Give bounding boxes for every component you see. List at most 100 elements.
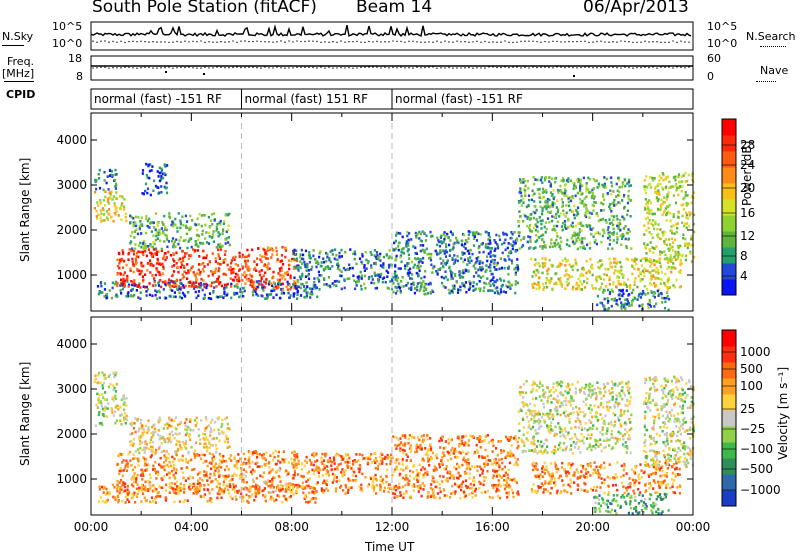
echo-cell	[194, 489, 197, 492]
echo-cell	[281, 263, 285, 266]
echo-cell	[381, 280, 384, 284]
echo-cell	[275, 498, 278, 502]
echo-cell	[556, 199, 559, 203]
echo-cell	[124, 216, 127, 219]
echo-cell	[293, 276, 296, 280]
echo-cell	[297, 473, 300, 476]
echo-cell	[664, 207, 667, 210]
echo-cell	[571, 240, 575, 244]
echo-cell	[414, 287, 417, 290]
echo-cell	[633, 267, 636, 271]
echo-cell	[183, 286, 186, 289]
echo-cell	[305, 294, 308, 297]
echo-cell	[241, 497, 244, 500]
echo-cell	[291, 487, 295, 491]
echo-cell	[564, 257, 567, 261]
echo-cell	[254, 266, 257, 270]
echo-cell	[276, 487, 279, 490]
echo-cell	[173, 264, 176, 267]
nsearch-point	[568, 40, 570, 43]
echo-cell	[98, 411, 101, 414]
echo-cell	[268, 466, 271, 469]
echo-cell	[97, 213, 100, 216]
echo-cell	[453, 254, 456, 257]
echo-cell	[548, 221, 551, 224]
echo-cell	[119, 272, 122, 275]
echo-cell	[208, 235, 211, 238]
echo-cell	[498, 267, 501, 271]
echo-cell	[538, 276, 541, 279]
echo-cell	[130, 280, 133, 283]
echo-cell	[510, 236, 513, 240]
echo-cell	[151, 448, 154, 451]
echo-cell	[214, 269, 217, 273]
echo-cell	[602, 202, 605, 206]
echo-cell	[230, 271, 233, 275]
echo-cell	[218, 482, 221, 486]
echo-cell	[103, 213, 106, 216]
echo-cell	[139, 241, 142, 245]
echo-cell	[419, 239, 422, 242]
echo-cell	[676, 226, 679, 230]
echo-cell	[450, 273, 453, 276]
echo-cell	[412, 283, 415, 287]
echo-cell	[135, 289, 138, 292]
echo-cell	[166, 282, 169, 285]
echo-cell	[590, 196, 593, 200]
echo-cell	[675, 230, 678, 234]
echo-cell	[158, 273, 161, 276]
nsearch-point	[600, 40, 602, 42]
echo-cell	[630, 299, 634, 303]
echo-cell	[402, 252, 405, 255]
echo-cell	[679, 244, 682, 248]
echo-cell	[104, 195, 107, 199]
echo-cell	[304, 275, 307, 278]
echo-cell	[518, 210, 521, 213]
echo-cell	[522, 201, 525, 204]
nsearch-point	[360, 41, 362, 43]
echo-cell	[645, 202, 648, 206]
echo-cell	[661, 172, 664, 175]
echo-cell	[287, 488, 290, 491]
echo-cell	[338, 251, 341, 255]
echo-cell	[183, 442, 186, 445]
echo-cell	[160, 249, 163, 252]
echo-cell	[291, 483, 294, 486]
echo-cell	[109, 193, 113, 196]
echo-cell	[516, 281, 519, 285]
echo-cell	[494, 268, 497, 271]
echo-cell	[555, 213, 558, 216]
echo-cell	[141, 425, 144, 428]
echo-cell	[445, 243, 448, 246]
echo-cell	[196, 249, 199, 252]
echo-cell	[381, 265, 384, 268]
echo-cell	[485, 268, 488, 272]
echo-cell	[412, 281, 415, 285]
echo-cell	[284, 271, 287, 275]
echo-cell	[210, 219, 213, 222]
echo-cell	[613, 297, 616, 301]
echo-cell	[103, 170, 106, 174]
echo-cell	[181, 273, 184, 276]
echo-cell	[245, 480, 248, 484]
echo-cell	[121, 195, 124, 199]
echo-cell	[238, 279, 241, 283]
nave-point	[116, 67, 118, 69]
echo-cell	[554, 176, 558, 180]
echo-cell	[665, 296, 668, 300]
echo-cell	[230, 459, 233, 462]
echo-cell	[96, 392, 99, 396]
echo-cell	[159, 278, 162, 282]
echo-cell	[131, 468, 134, 472]
echo-cell	[173, 457, 176, 461]
echo-cell	[650, 274, 653, 278]
nsearch-point	[456, 40, 458, 42]
echo-cell	[185, 466, 188, 469]
echo-cell	[221, 232, 224, 236]
echo-cell	[140, 223, 143, 226]
echo-cell	[222, 259, 225, 262]
echo-cell	[178, 432, 181, 435]
echo-cell	[613, 257, 616, 261]
echo-cell	[428, 252, 431, 256]
echo-cell	[144, 424, 147, 428]
